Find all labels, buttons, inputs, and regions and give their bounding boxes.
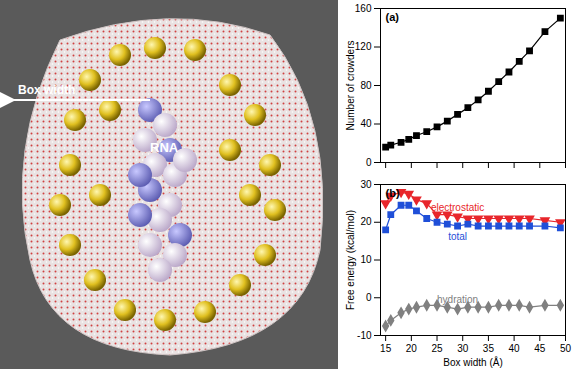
svg-text:20: 20 (360, 216, 372, 227)
svg-text:10: 10 (360, 254, 372, 265)
svg-text:0: 0 (366, 292, 372, 303)
svg-text:0: 0 (366, 157, 372, 168)
svg-text:45: 45 (534, 343, 546, 354)
svg-text:Number of crowders: Number of crowders (345, 40, 356, 130)
svg-text:(b): (b) (386, 187, 400, 199)
svg-text:Box width (Å): Box width (Å) (443, 356, 502, 368)
svg-text:Box width: Box width (18, 83, 75, 97)
svg-text:30: 30 (457, 343, 469, 354)
svg-text:hydration: hydration (437, 294, 478, 305)
svg-text:(a): (a) (386, 11, 400, 23)
svg-text:RNA: RNA (150, 140, 179, 155)
svg-text:25: 25 (431, 343, 443, 354)
svg-text:50: 50 (560, 343, 572, 354)
svg-text:120: 120 (355, 41, 372, 52)
svg-text:160: 160 (355, 3, 372, 14)
svg-text:-10: -10 (357, 330, 372, 341)
svg-text:Free energy (kcal/mol): Free energy (kcal/mol) (345, 210, 356, 310)
svg-text:15: 15 (380, 343, 392, 354)
svg-text:35: 35 (483, 343, 495, 354)
svg-text:total: total (448, 231, 467, 242)
svg-text:30: 30 (360, 179, 372, 190)
svg-text:40: 40 (509, 343, 521, 354)
svg-text:80: 80 (360, 80, 372, 91)
svg-text:40: 40 (360, 118, 372, 129)
svg-text:20: 20 (406, 343, 418, 354)
svg-text:electrostatic: electrostatic (431, 202, 484, 213)
